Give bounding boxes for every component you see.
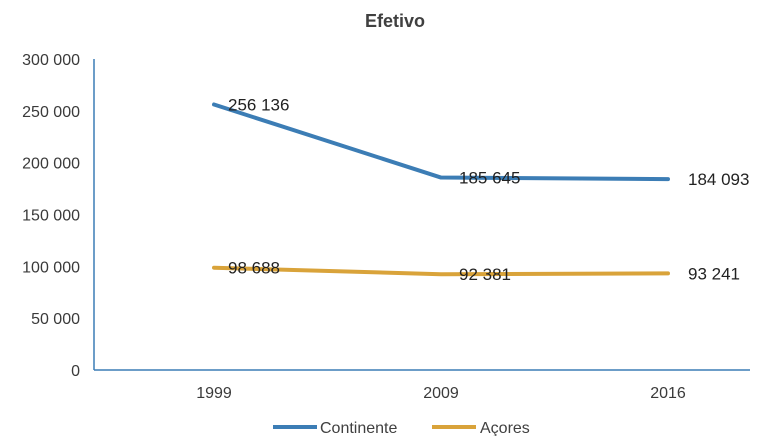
x-tick-label: 2009 (423, 385, 459, 402)
data-label: 93 241 (688, 264, 740, 283)
legend-label: Continente (320, 420, 397, 436)
legend-label: Açores (480, 420, 530, 436)
chart-title: Efetivo (365, 11, 425, 31)
y-tick-label: 150 000 (22, 208, 80, 225)
x-axis: 1999 2009 2016 (94, 369, 750, 402)
data-label: 184 093 (688, 170, 749, 189)
series-line-1 (212, 265, 670, 277)
data-label: 92 381 (459, 265, 511, 284)
y-tick-label: 300 000 (22, 52, 80, 69)
y-tick-label: 200 000 (22, 156, 80, 173)
data-label: 256 136 (228, 95, 289, 114)
y-tick-label: 50 000 (31, 311, 80, 328)
data-label: 185 645 (459, 169, 520, 188)
x-tick-label: 1999 (196, 385, 232, 402)
y-axis: 0 50 000 100 000 150 000 200 000 250 000 300 0… (22, 52, 95, 380)
series-line-0 (212, 102, 670, 182)
y-tick-label: 100 000 (22, 259, 80, 276)
legend: Continente Açores (273, 420, 530, 436)
data-label: 98 688 (228, 259, 280, 278)
x-tick-label: 2016 (650, 385, 686, 402)
series-layer: 256 136 185 645 184 093 98 688 92 381 93 241 (212, 95, 749, 284)
y-tick-label: 250 000 (22, 104, 80, 121)
y-tick-label: 0 (71, 363, 80, 380)
